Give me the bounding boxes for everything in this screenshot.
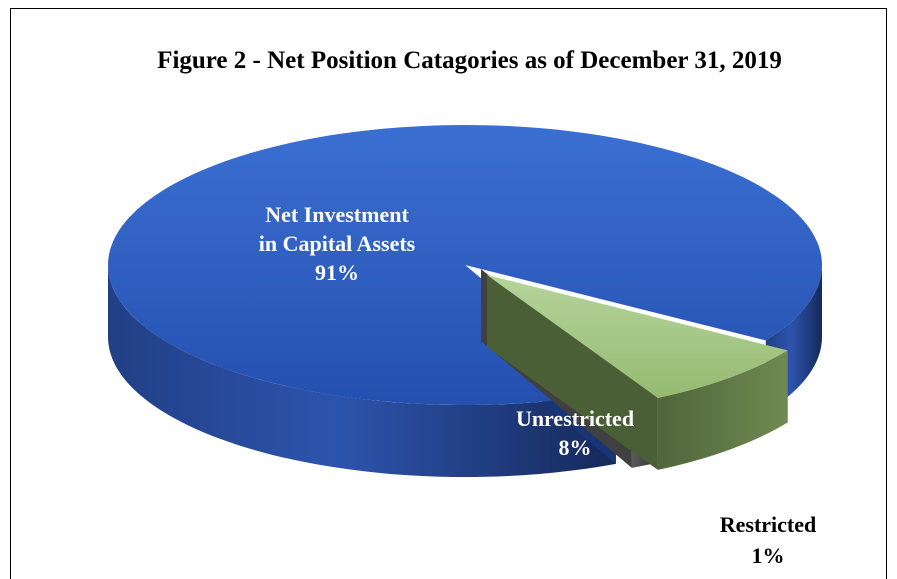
chart-title: Figure 2 - Net Position Catagories as of…	[157, 47, 782, 74]
pie-slice-label-2-0: Restricted	[720, 512, 817, 537]
pie-slice-1	[487, 275, 788, 470]
pie-slice-wall-1	[487, 275, 658, 470]
pie-slice-label-1-0: Unrestricted	[516, 406, 634, 431]
pie-slice-side-0-0	[108, 265, 616, 478]
pie-slice-label-0-0: Net Investment	[265, 202, 409, 227]
pie-slice-label-1-1: 8%	[559, 435, 592, 460]
pie-slice-label-0-2: 91%	[315, 260, 359, 285]
pie-slice-top-0	[108, 124, 823, 405]
pie-slice-label-2-1: 1%	[752, 543, 785, 568]
pie-slice-side-1-0	[657, 350, 788, 470]
pie-slice-label-0-1: in Capital Assets	[259, 231, 416, 256]
pie-slice-top-1	[487, 275, 788, 398]
